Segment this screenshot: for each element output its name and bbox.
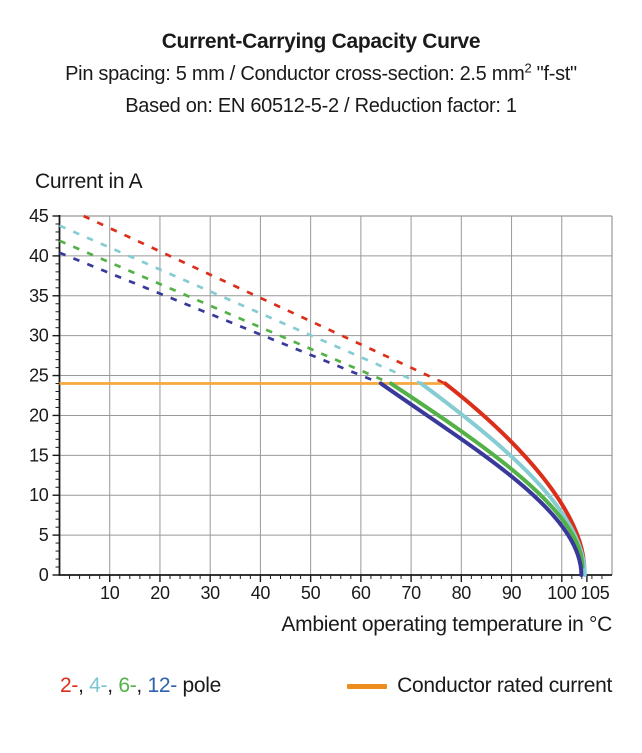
legend-label-2-pole: 2-: [60, 674, 79, 697]
y-tick-label: 20: [29, 405, 49, 425]
y-tick-label: 30: [29, 326, 49, 346]
y-tick-label: 40: [29, 246, 49, 266]
legend-label-12-pole: 12-: [147, 674, 177, 697]
chart-title: Current-Carrying Capacity Curve: [161, 30, 481, 53]
chart-header: Current-Carrying Capacity Curve Pin spac…: [0, 30, 642, 127]
y-tick-label: 10: [29, 485, 49, 505]
y-tick-label: 35: [29, 286, 49, 306]
x-tick-label: 80: [452, 583, 472, 603]
chart-subtitle-specs: Pin spacing: 5 mm / Conductor cross-sect…: [0, 60, 642, 86]
capacity-curve-svg: 10 20 30 40 50 60 70 80 90 100 105 0 5 10 15 20 25 30 35 40…: [29, 206, 613, 603]
rated-current-label: Conductor rated current: [397, 674, 612, 697]
x-tick-label: 105: [580, 583, 609, 603]
legend-rated-current: Conductor rated current: [347, 674, 612, 698]
legend-pole-labels: 2-, 4-, 6-, 12- pole: [60, 674, 221, 698]
y-tick-label: 5: [39, 525, 49, 545]
subtitle-post: "f-st": [531, 63, 577, 85]
x-tick-label: 100: [547, 583, 576, 603]
x-tick-label: 60: [351, 583, 371, 603]
x-tick-label: 20: [150, 583, 170, 603]
x-tick-label: 30: [200, 583, 220, 603]
rated-current-line-swatch: [347, 683, 388, 689]
dashed-curve-2-pole: [83, 214, 446, 385]
x-tick-label: 70: [401, 583, 421, 603]
legend-label-6-pole: 6-: [118, 674, 137, 697]
dashed-curve-4-pole: [58, 224, 422, 385]
chart-subtitle-standard: Based on: EN 60512-5-2 / Reduction facto…: [125, 95, 517, 117]
x-axis-title: Ambient operating temperature in °C: [281, 613, 612, 636]
legend-separator: ,: [78, 674, 90, 697]
legend-row: 2-, 4-, 6-, 12- pole Conductor rated cur…: [0, 672, 642, 702]
y-tick-label: 25: [29, 366, 49, 386]
y-tick-label: 15: [29, 445, 49, 465]
solid-curve-12-pole: [378, 381, 584, 577]
subtitle-superscript: 2: [524, 60, 532, 76]
y-tick-label: 0: [39, 565, 49, 585]
x-tick-label: 10: [100, 583, 120, 603]
y-axis-title: Current in A: [35, 170, 143, 193]
legend-separator: pole: [176, 674, 221, 697]
chart-plot-area: 10 20 30 40 50 60 70 80 90 100 105 0 5 10 15 20 25 30 35 40…: [0, 150, 642, 620]
dashed-curve-6-pole: [58, 239, 392, 385]
x-tick-label: 90: [502, 583, 522, 603]
dashed-curve-12-pole: [58, 251, 382, 385]
legend-separator: ,: [107, 674, 119, 697]
legend-separator: ,: [136, 674, 148, 697]
legend-label-4-pole: 4-: [89, 674, 108, 697]
y-tick-label: 45: [29, 206, 49, 226]
x-tick-label: 50: [301, 583, 321, 603]
subtitle-pre: Pin spacing: 5 mm / Conductor cross-sect…: [65, 63, 525, 85]
solid-curve-6-pole: [389, 381, 585, 570]
solid-curve-4-pole: [419, 381, 587, 577]
x-tick-label: 40: [251, 583, 271, 603]
